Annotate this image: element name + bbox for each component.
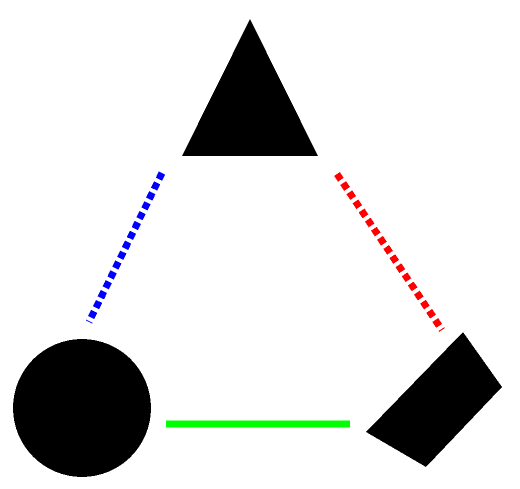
- triangle-shape: [182, 19, 318, 156]
- parallelogram-shape: [366, 332, 502, 467]
- circle-shape: [13, 339, 151, 477]
- blue-dashed-connector: [85, 171, 166, 324]
- connector-lines: [85, 171, 445, 428]
- diagram-shapes: [13, 19, 502, 477]
- red-dashed-connector: [334, 172, 445, 332]
